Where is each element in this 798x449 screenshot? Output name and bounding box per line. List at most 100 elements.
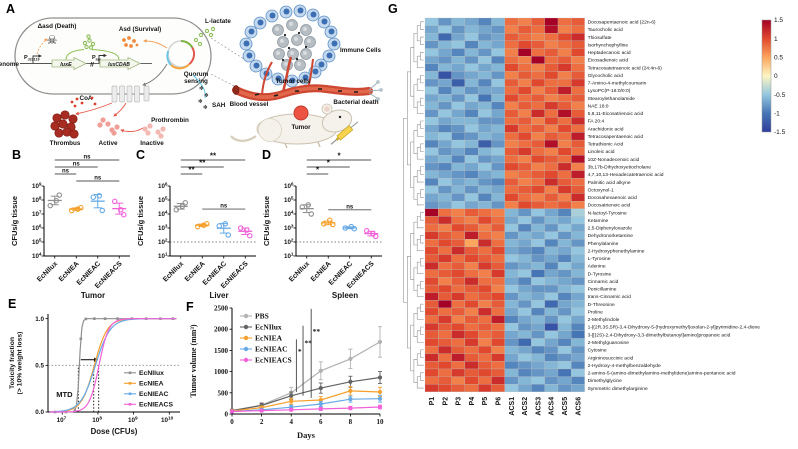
row-label: 10Z-Nonadecenoic acid — [588, 157, 640, 163]
heatmap-cell — [557, 216, 572, 225]
heatmap-cell — [571, 231, 585, 240]
plasmid — [166, 39, 196, 70]
heatmap-cell — [438, 231, 452, 240]
heatmap-cell — [571, 71, 585, 80]
heatmap-cell — [491, 254, 505, 263]
heatmap-cell — [571, 185, 585, 194]
heatmap-cell — [478, 71, 492, 80]
heatmap-cell — [478, 78, 492, 87]
heatmap-cell — [478, 117, 492, 125]
heatmap-cell — [464, 101, 479, 110]
heatmap-cell — [491, 376, 505, 385]
panel-label-d: D — [262, 148, 272, 162]
heatmap-cell — [451, 384, 466, 392]
heatmap-cell — [557, 94, 572, 103]
heatmap-cell — [491, 170, 505, 179]
heatmap-cell — [571, 361, 585, 370]
heatmap-cell — [438, 353, 452, 362]
heatmap-cell — [438, 262, 452, 270]
significance-label: ns — [73, 162, 81, 168]
heatmap-cell — [571, 200, 585, 209]
heatmap-cell — [517, 185, 532, 194]
heatmap-cell — [557, 139, 572, 148]
significance-label: ** — [210, 152, 217, 161]
heatmap-cell — [491, 269, 505, 278]
heatmap-cell — [478, 139, 492, 148]
heatmap-cell — [478, 63, 492, 72]
active-thrombin — [97, 117, 120, 136]
heatmap-cell — [491, 384, 505, 392]
heatmap-cell — [544, 254, 559, 263]
heatmap-cell — [544, 56, 559, 64]
heatmap-cell — [464, 300, 479, 309]
heatmap-cell — [438, 63, 452, 72]
heatmap-cell — [424, 292, 439, 301]
heatmap-cell — [478, 132, 492, 141]
data-point — [348, 379, 353, 384]
heatmap-cell — [544, 246, 559, 255]
colorbar-tick: -0.5 — [774, 92, 786, 99]
heatmap-cell — [451, 78, 466, 87]
heatmap-cell — [557, 330, 572, 339]
heatmap-cell — [517, 246, 532, 255]
heatmap-cell — [464, 147, 479, 156]
data-point — [179, 203, 185, 210]
heatmap-cell — [438, 338, 452, 347]
row-label: Symmetric dimethylarginine — [588, 386, 648, 392]
y-axis-title: CFUs/g tissue — [136, 196, 145, 246]
row-label: Octoxynol-1 — [588, 187, 614, 193]
heatmap-cell — [424, 170, 439, 179]
heatmap-cell — [478, 345, 492, 354]
heatmap-cell — [464, 170, 479, 179]
heatmap-cell — [504, 323, 519, 331]
heatmap-cell — [517, 307, 532, 316]
significance-label: ns — [220, 204, 228, 210]
heatmap-cell — [557, 33, 572, 42]
heatmap-cell — [517, 345, 532, 354]
svg-text:101: 101 — [158, 252, 168, 261]
heatmap-cell — [531, 246, 545, 255]
heatmap-cell — [517, 78, 532, 87]
heatmap-cell — [517, 323, 532, 331]
heatmap-cell — [424, 147, 439, 156]
data-point — [318, 406, 323, 412]
heatmap-cell — [464, 338, 479, 347]
heatmap-cell — [571, 17, 585, 26]
heatmap-cell — [557, 40, 572, 49]
heatmap-cell — [478, 368, 492, 377]
heatmap-cell — [424, 200, 439, 209]
svg-text:✻: ✻ — [203, 104, 208, 111]
row-label: L-Tyrosine — [588, 256, 611, 262]
heatmap-cell — [504, 185, 519, 194]
svg-text:103: 103 — [158, 224, 168, 233]
heatmap-cell — [478, 300, 492, 309]
heatmap-cell — [571, 323, 585, 331]
data-point — [348, 388, 353, 393]
genome-label: Genome — [0, 61, 19, 68]
heatmap-cell — [438, 315, 452, 324]
heatmap-cell — [531, 231, 545, 240]
heatmap-cell — [571, 300, 585, 309]
heatmap-cell — [504, 216, 519, 225]
row-label: Tetracosapentaenoic acid — [588, 134, 644, 140]
heatmap-cell — [464, 124, 479, 133]
heatmap-cell — [451, 63, 466, 72]
bacterial-death-label: Bacterial death — [333, 99, 378, 106]
data-point — [75, 206, 81, 212]
heatmap-cell — [424, 78, 439, 87]
heatmap-cell — [478, 223, 492, 232]
heatmap-cell — [424, 185, 439, 194]
significance-label: * — [327, 159, 331, 168]
heatmap-cell — [504, 17, 519, 26]
heatmap-cell — [557, 376, 572, 385]
heatmap-cell — [531, 361, 545, 370]
heatmap-cell — [504, 284, 519, 293]
data-point — [118, 207, 124, 213]
heatmap-cell — [517, 162, 532, 171]
heatmap-cell — [451, 361, 466, 370]
row-label: Tetrathionic Acid — [588, 142, 624, 148]
heatmap-cell — [504, 178, 519, 186]
heatmap-cell — [478, 254, 492, 263]
heatmap-cell — [531, 269, 545, 278]
heatmap-cell — [504, 239, 519, 248]
